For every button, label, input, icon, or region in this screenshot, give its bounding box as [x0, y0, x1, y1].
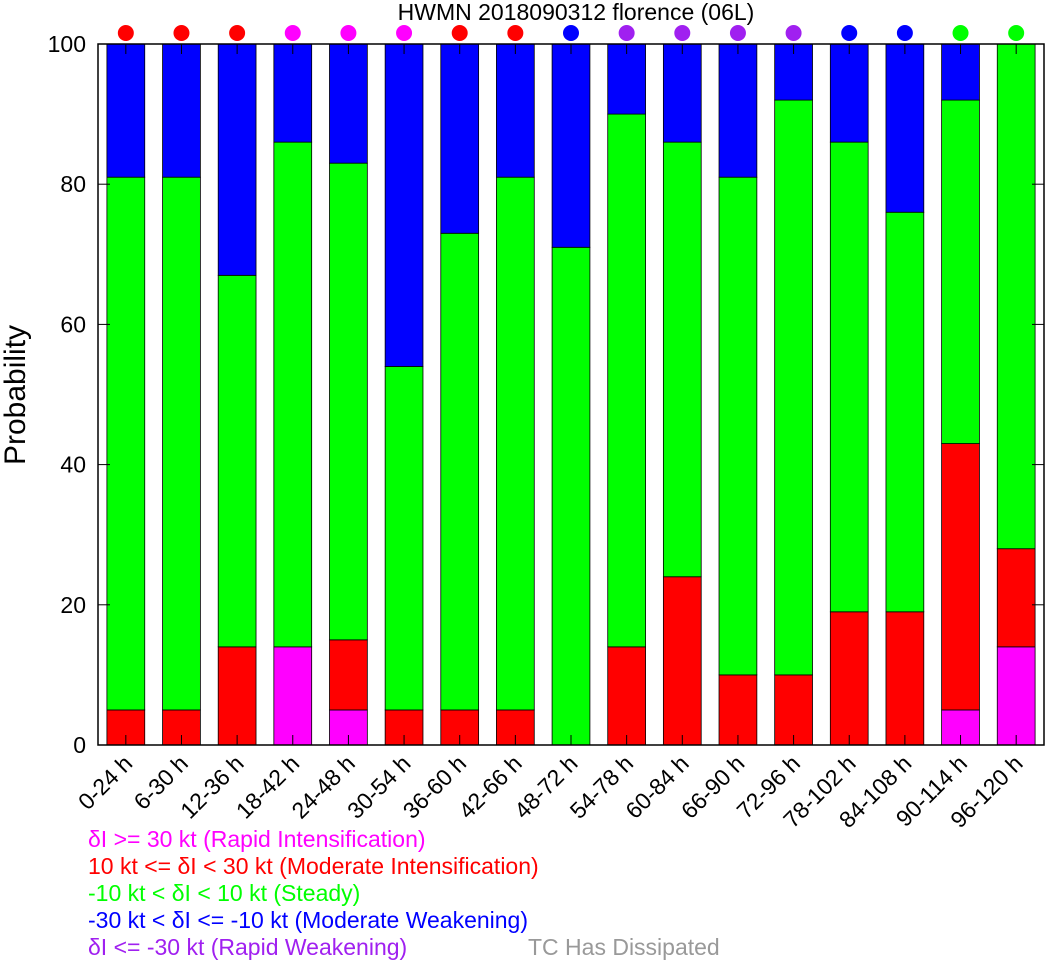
bar-segment-6-30 h-s3	[162, 43, 201, 178]
bar-segment-90-114 h-s1	[941, 443, 980, 711]
intensity-marker-6-30 h	[173, 25, 190, 41]
intensity-marker-78-102 h	[841, 25, 858, 41]
bar-segment-30-54 h-s2	[384, 366, 424, 711]
bar-segment-66-90 h-s1	[718, 674, 758, 746]
bar-segment-6-30 h-s2	[162, 176, 201, 711]
bar-segment-66-90 h-s3	[718, 43, 758, 178]
bar-segment-60-84 h-s3	[662, 43, 702, 143]
bar-segment-90-114 h-s3	[941, 43, 980, 101]
intensity-marker-66-90 h	[729, 25, 746, 41]
intensity-marker-84-108 h	[896, 25, 913, 41]
bar-segment-12-36 h-s1	[217, 646, 257, 746]
bar-segment-72-96 h-s1	[774, 674, 813, 746]
y-tick-label: 80	[60, 171, 86, 197]
bar-segment-24-48 h-s3	[329, 43, 368, 164]
y-tick-label: 60	[60, 311, 86, 337]
intensity-marker-48-72 h	[563, 25, 579, 41]
intensity-marker-60-84 h	[674, 25, 691, 41]
bar-segment-54-78 h-s1	[607, 646, 646, 746]
bar-segment-42-66 h-s2	[496, 176, 535, 711]
bar-segment-24-48 h-s1	[329, 639, 368, 711]
y-tick-labels: 0 20 40 60 80 100	[48, 31, 1044, 758]
bar-segment-12-36 h-s2	[217, 274, 257, 648]
y-tick-label: 0	[73, 732, 86, 758]
bars-group	[106, 43, 1036, 746]
bar-segment-78-102 h-s3	[829, 43, 869, 143]
chart-title: HWMN 2018090312 florence (06L)	[398, 0, 755, 25]
intensity-marker-18-42 h	[284, 25, 301, 41]
bar-segment-48-72 h-s3	[551, 43, 591, 248]
y-tick-label: 20	[60, 592, 86, 618]
intensity-marker-30-54 h	[396, 25, 413, 41]
bar-segment-54-78 h-s3	[607, 43, 646, 115]
intensity-marker-12-36 h	[229, 25, 246, 41]
bar-segment-60-84 h-s2	[662, 141, 702, 578]
bar-segment-30-54 h-s3	[384, 43, 424, 367]
intensity-marker-72-96 h	[785, 25, 802, 41]
markers-group	[117, 25, 1025, 41]
legend-item-moderate-intensification: 10 kt <= δI < 30 kt (Moderate Intensific…	[88, 853, 539, 879]
intensity-marker-0-24 h	[117, 25, 134, 41]
bar-segment-72-96 h-s2	[774, 99, 813, 676]
bar-segment-84-108 h-s1	[885, 611, 925, 746]
bar-segment-90-114 h-s2	[941, 99, 980, 444]
intensity-marker-96-120 h	[1008, 25, 1025, 41]
bar-segment-60-84 h-s1	[662, 576, 702, 746]
bar-segment-0-24 h-s2	[106, 176, 146, 711]
intensity-marker-42-66 h	[507, 25, 524, 41]
legend-item-steady: -10 kt < δI < 10 kt (Steady)	[88, 880, 361, 906]
legend-item-rapid-weakening: δI <= -30 kt (Rapid Weakening)	[88, 934, 408, 960]
bar-segment-78-102 h-s1	[829, 611, 869, 746]
x-tick-labels: 0-24 h6-30 h12-36 h18-42 h24-48 h30-54 h…	[73, 44, 1028, 833]
bar-segment-48-72 h-s2	[551, 246, 591, 746]
dissipated-label: TC Has Dissipated	[528, 934, 720, 960]
legend-item-moderate-weakening: -30 kt < δI <= -10 kt (Moderate Weakenin…	[88, 907, 529, 933]
bar-segment-84-108 h-s2	[885, 211, 925, 613]
y-tick-label: 100	[48, 31, 86, 57]
bar-segment-0-24 h-s3	[106, 43, 146, 178]
bar-segment-96-120 h-s0	[996, 646, 1036, 746]
bar-segment-96-120 h-s1	[996, 548, 1036, 648]
bar-segment-78-102 h-s2	[829, 141, 869, 613]
intensity-marker-90-114 h	[952, 25, 969, 41]
intensity-marker-36-60 h	[451, 25, 468, 41]
bar-segment-18-42 h-s2	[273, 141, 313, 648]
bar-segment-36-60 h-s2	[440, 232, 480, 711]
y-tick-label: 40	[60, 452, 86, 478]
intensity-marker-24-48 h	[340, 25, 357, 41]
legend: δI >= 30 kt (Rapid Intensification) 10 k…	[88, 826, 539, 961]
y-axis-label: Probability	[0, 325, 32, 465]
bar-segment-84-108 h-s3	[885, 43, 925, 213]
x-tick-label: 0-24 h	[73, 750, 138, 815]
bar-segment-96-120 h-s2	[996, 43, 1036, 550]
legend-item-rapid-intensification: δI >= 30 kt (Rapid Intensification)	[88, 826, 426, 852]
bar-segment-12-36 h-s3	[217, 43, 257, 276]
intensity-marker-54-78 h	[618, 25, 635, 41]
bar-segment-18-42 h-s3	[273, 43, 313, 143]
bar-segment-54-78 h-s2	[607, 113, 646, 648]
bar-segment-18-42 h-s0	[273, 646, 313, 746]
bar-segment-24-48 h-s2	[329, 162, 368, 641]
bar-segment-66-90 h-s2	[718, 176, 758, 676]
bar-segment-42-66 h-s3	[496, 43, 535, 178]
bar-segment-36-60 h-s3	[440, 43, 480, 234]
plot-frame	[97, 43, 1045, 746]
